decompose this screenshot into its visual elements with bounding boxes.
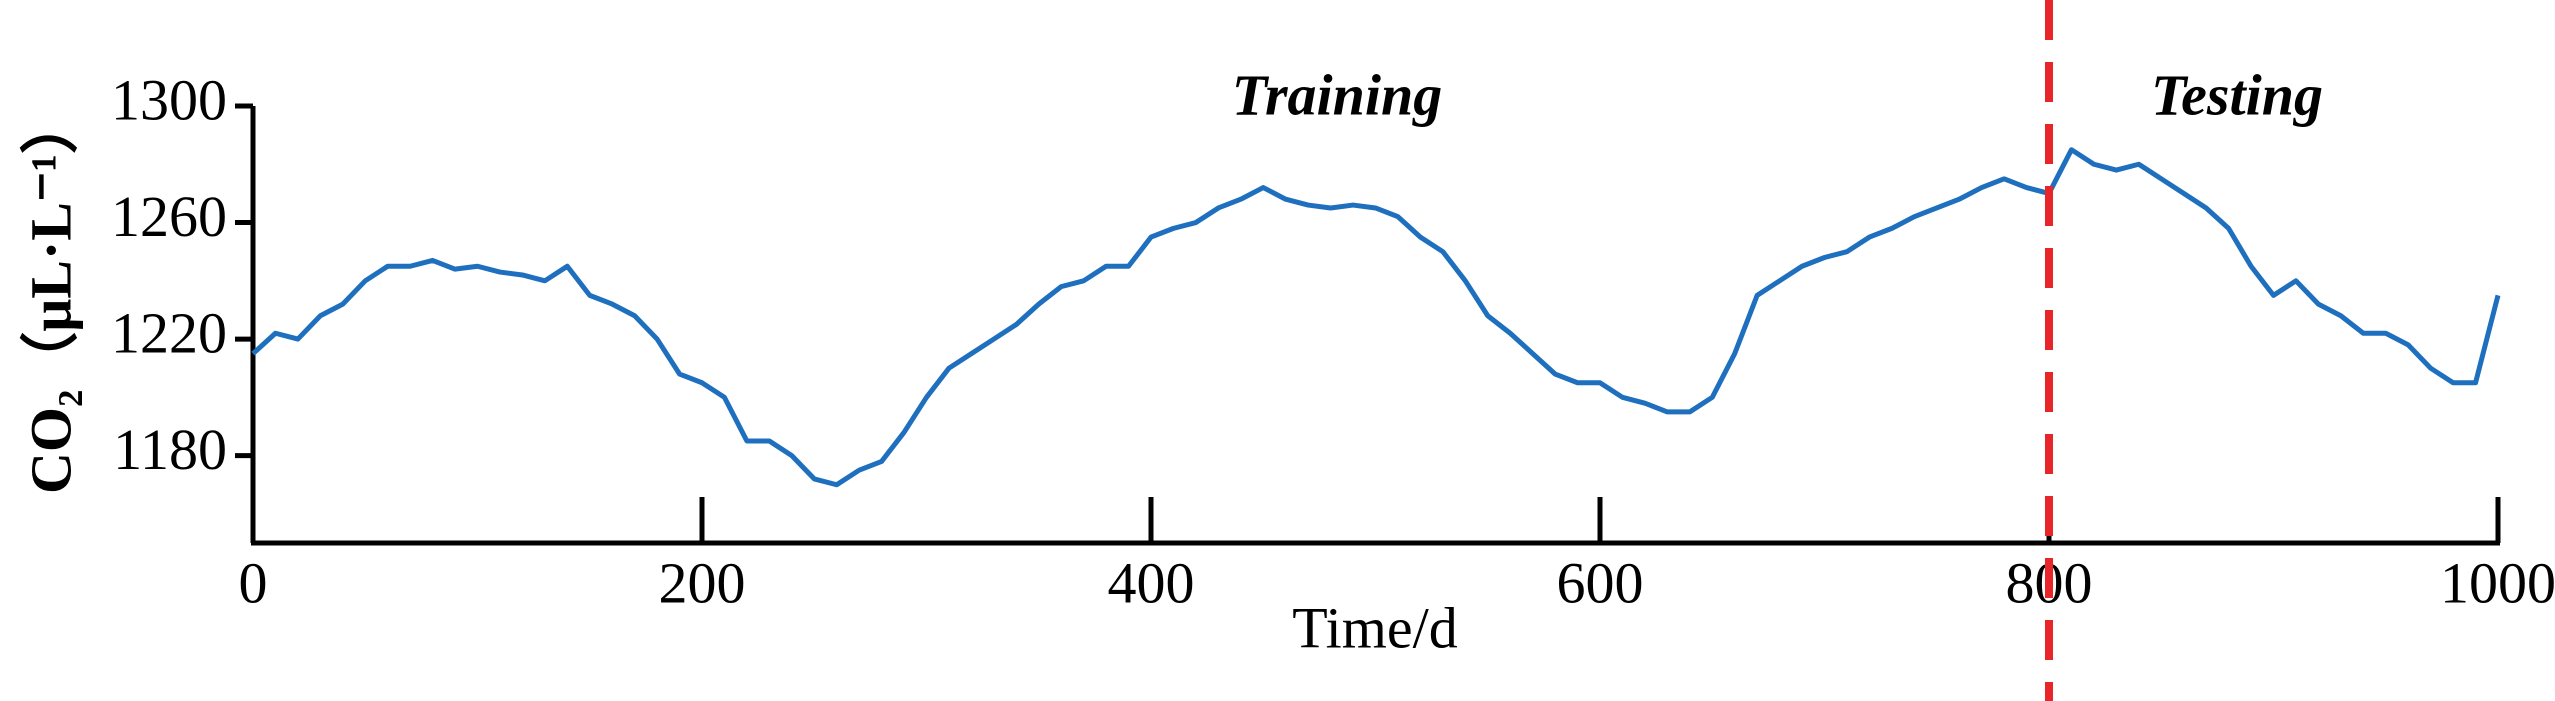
x-tick-label: 600 [1557,550,1644,615]
x-axis-label: Time/d [1292,595,1457,660]
y-axis-label: CO₂（μL·L⁻¹） [18,96,83,494]
y-tick-label: 1300 [111,67,227,132]
data-line [251,147,2501,488]
x-tick-label: 200 [659,550,746,615]
y-tick-label: 1180 [113,417,227,482]
y-tick-label: 1220 [111,300,227,365]
x-tick-label: 400 [1108,550,1195,615]
y-tick-label: 1260 [111,184,227,249]
annotation: Testing [2151,62,2323,127]
annotation: Training [1232,62,1443,127]
x-tick-label: 1000 [2440,550,2555,615]
x-tick-label: 0 [239,550,268,615]
